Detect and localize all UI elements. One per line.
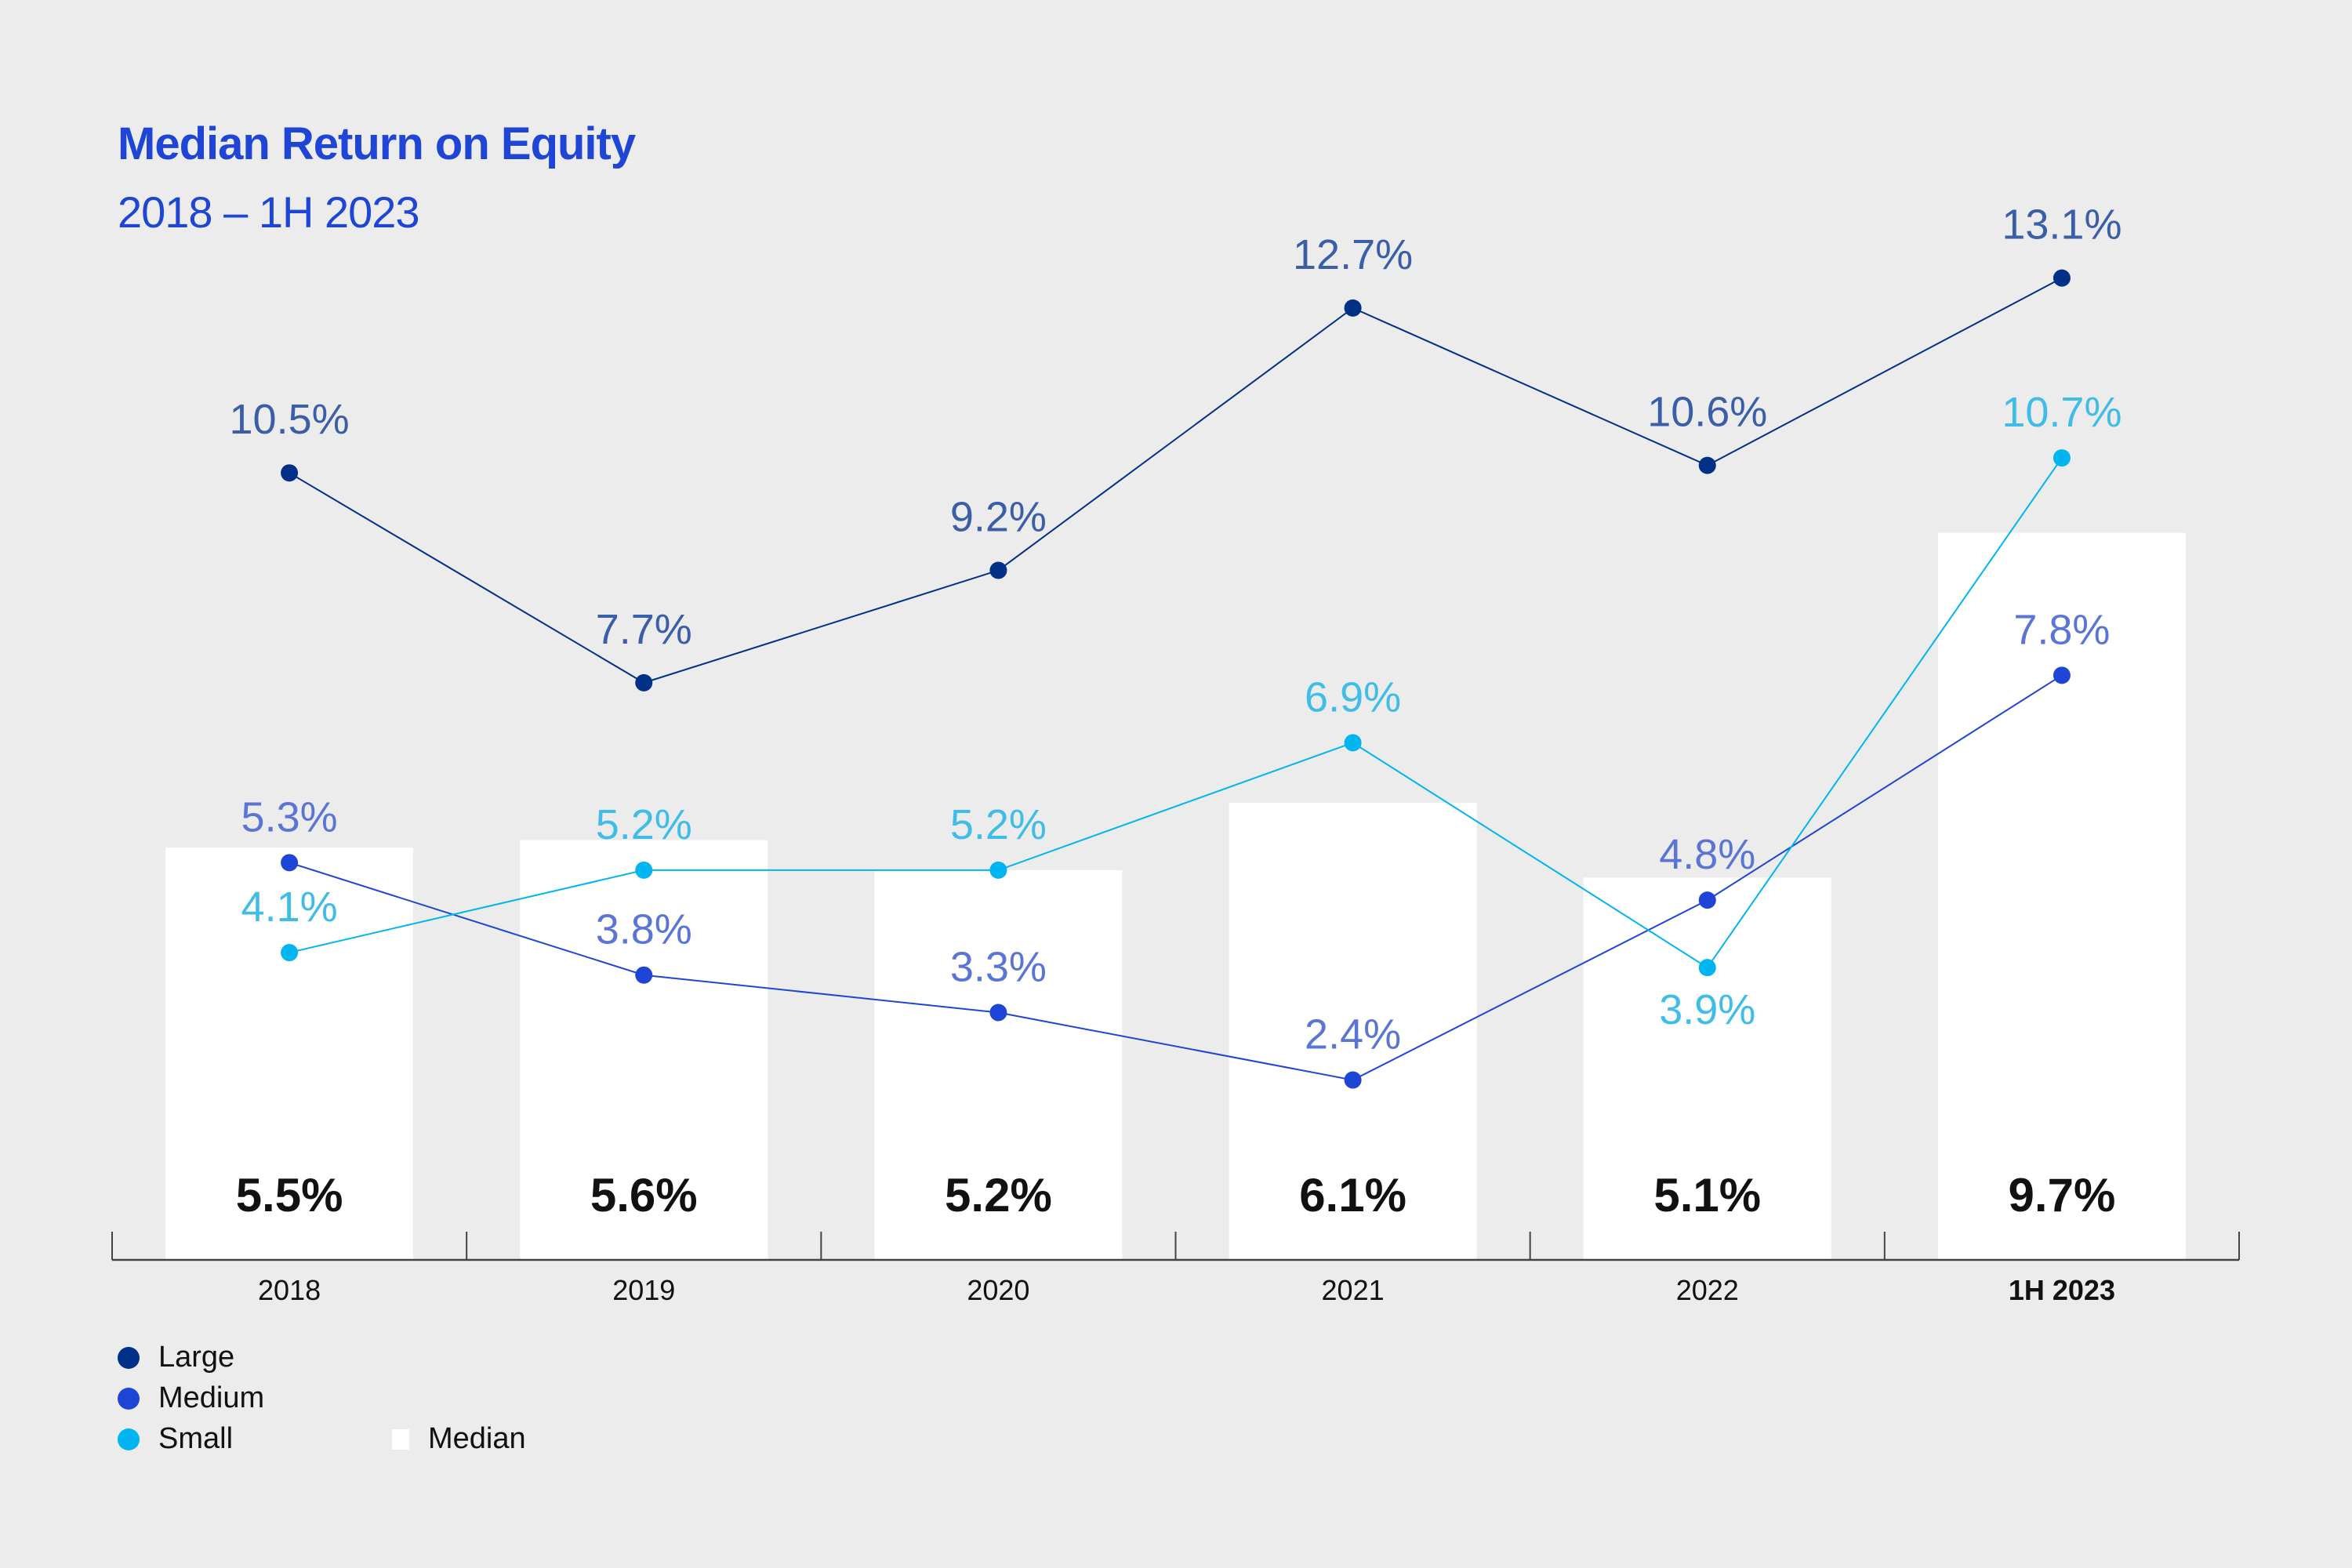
- data-label-large: 13.1%: [2002, 201, 2122, 249]
- data-label-medium: 3.8%: [596, 906, 692, 953]
- x-tick-label: 2020: [967, 1274, 1029, 1306]
- data-label-large: 10.5%: [230, 396, 350, 443]
- median-bar-2020: [874, 869, 1123, 1260]
- data-label-small: 3.9%: [1659, 986, 1755, 1033]
- series-point-medium: [281, 854, 299, 872]
- x-tick-label: 2019: [612, 1274, 675, 1306]
- legend-median-label: Median: [428, 1422, 526, 1455]
- series-point-large: [635, 673, 653, 691]
- chart-subtitle: 2018 – 1H 2023: [118, 187, 420, 237]
- data-label-medium: 7.8%: [2013, 606, 2110, 653]
- series-point-small: [1344, 734, 1362, 752]
- legend-item-medium: Medium: [118, 1381, 264, 1415]
- legend-medium-marker-icon: [118, 1387, 140, 1410]
- median-bar-label: 5.6%: [590, 1169, 698, 1221]
- series-point-medium: [2053, 666, 2071, 684]
- data-label-medium: 4.8%: [1659, 831, 1755, 878]
- x-tick-label: 1H 2023: [2009, 1274, 2115, 1306]
- median-bar-2018: [165, 848, 414, 1260]
- chart-title: Median Return on Equity: [118, 118, 636, 169]
- series-point-small: [989, 861, 1007, 879]
- median-bar-2019: [520, 840, 768, 1260]
- data-label-large: 7.7%: [596, 606, 692, 653]
- legend-large-label: Large: [158, 1341, 235, 1374]
- data-label-medium: 3.3%: [950, 944, 1047, 991]
- series-line-medium: [289, 674, 2063, 1081]
- series-point-large: [989, 561, 1007, 579]
- data-label-large: 12.7%: [1293, 231, 1413, 278]
- legend-item-large: Large: [118, 1341, 234, 1374]
- legend-large-marker-icon: [118, 1346, 140, 1369]
- series-point-small: [1698, 959, 1716, 977]
- x-tick-label: 2021: [1322, 1274, 1385, 1306]
- x-tick-label: 2022: [1676, 1274, 1739, 1306]
- series-point-medium: [1344, 1071, 1362, 1089]
- median-bar-label: 6.1%: [1299, 1169, 1406, 1221]
- series-point-large: [1698, 456, 1716, 474]
- legend-item-small: Small: [118, 1422, 233, 1456]
- legend-small-label: Small: [158, 1422, 234, 1455]
- median-bar-label: 5.1%: [1653, 1169, 1761, 1221]
- x-tick-label: 2018: [258, 1274, 321, 1306]
- series-point-small: [2053, 449, 2071, 467]
- series-point-large: [281, 464, 299, 482]
- legend-medium-label: Medium: [158, 1381, 265, 1414]
- series-point-large: [2053, 269, 2071, 287]
- legend-item-median: Median: [392, 1422, 526, 1456]
- series-point-large: [1344, 299, 1362, 317]
- series-point-small: [281, 944, 299, 962]
- median-bar-label: 5.2%: [945, 1169, 1052, 1221]
- median-bar-label: 9.7%: [2009, 1169, 2116, 1221]
- legend-small-marker-icon: [118, 1428, 140, 1450]
- data-label-medium: 2.4%: [1305, 1011, 1401, 1058]
- data-label-small: 6.9%: [1305, 673, 1401, 720]
- series-point-small: [635, 861, 653, 879]
- data-label-small: 5.2%: [596, 801, 692, 848]
- series-point-medium: [635, 966, 653, 984]
- series-point-medium: [1698, 891, 1716, 909]
- series-point-medium: [989, 1004, 1007, 1022]
- data-label-large: 10.6%: [1647, 389, 1767, 436]
- data-label-small: 10.7%: [2002, 389, 2122, 436]
- series-line-small: [289, 457, 2063, 969]
- median-bar-label: 5.5%: [236, 1169, 343, 1221]
- data-label-medium: 5.3%: [241, 793, 338, 840]
- data-label-small: 4.1%: [241, 884, 338, 931]
- data-label-large: 9.2%: [950, 493, 1047, 540]
- median-bar-1h-2023: [1937, 532, 2186, 1260]
- legend-median-swatch-icon: [392, 1428, 409, 1450]
- median-bar-2021: [1229, 802, 1477, 1260]
- data-label-small: 5.2%: [950, 801, 1047, 848]
- series-line-large: [289, 277, 2063, 684]
